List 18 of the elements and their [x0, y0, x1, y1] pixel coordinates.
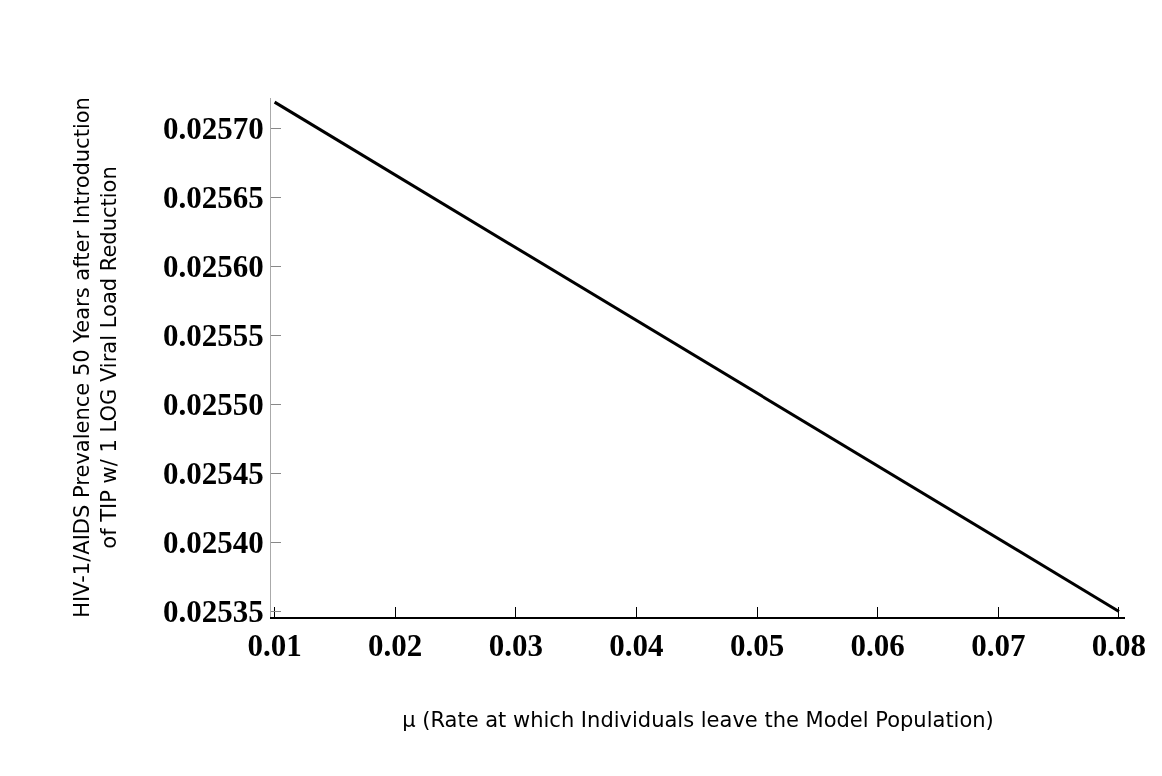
x-axis-title: µ (Rate at which Individuals leave the Model Population) — [402, 707, 994, 732]
x-tick-label: 0.04 — [609, 628, 664, 664]
x-tick-label: 0.05 — [729, 628, 785, 664]
x-tick-label: 0.01 — [247, 628, 302, 664]
x-tick-label: 0.03 — [488, 628, 543, 664]
x-tick-label: 0.06 — [850, 628, 905, 664]
y-tick-label: 0.02540 — [163, 525, 264, 561]
y-tick-label: 0.02545 — [163, 456, 264, 492]
x-tick-label: 0.02 — [368, 628, 423, 664]
x-tick-label: 0.08 — [1091, 628, 1147, 664]
y-axis-title: HIV-1/AIDS Prevalence 50 Years after Introduction of TIP w/ 1 LOG Viral Load Reduction — [69, 97, 122, 618]
y-tick-label: 0.02550 — [163, 387, 264, 423]
y-tick-label: 0.02555 — [163, 318, 264, 354]
x-tick-label: 0.07 — [971, 628, 1026, 664]
y-tick-label: 0.02565 — [163, 180, 264, 216]
y-tick-label: 0.02560 — [163, 249, 264, 285]
y-tick-label: 0.02570 — [163, 111, 264, 147]
y-tick-label: 0.02535 — [163, 594, 264, 630]
